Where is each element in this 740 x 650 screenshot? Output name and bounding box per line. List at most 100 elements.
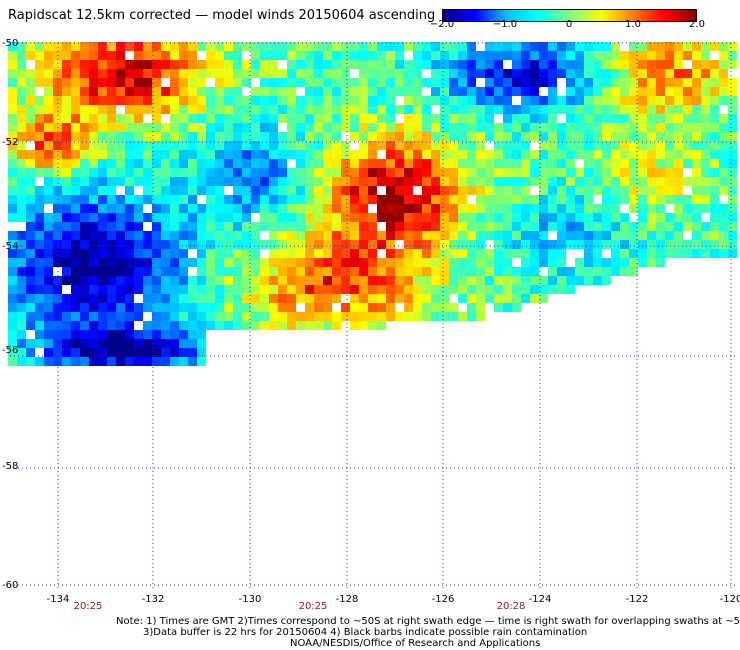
swath-cell [287,186,296,195]
swath-cell [548,114,557,123]
swath-cell [125,276,134,285]
swath-cell [656,258,665,267]
swath-cell [512,294,521,303]
swath-cell [611,87,620,96]
swath-cell [386,177,395,186]
swath-cell [332,96,341,105]
swath-cell [98,285,107,294]
swath-cell [440,60,449,69]
swath-cell [611,123,620,132]
swath-cell [359,240,368,249]
swath-cell [125,132,134,141]
swath-cell [8,159,17,168]
swath-cell [179,132,188,141]
swath-cell [440,213,449,222]
swath-cell [728,105,737,114]
swath-cell [179,87,188,96]
swath-cell [719,123,728,132]
swath-cell [449,294,458,303]
swath-cell [206,294,215,303]
swath-cell [215,96,224,105]
swath-cell [251,222,260,231]
swath-cell [8,231,17,240]
swath-cell [53,96,62,105]
swath-cell [350,222,359,231]
swath-cell [476,123,485,132]
swath-cell [575,177,584,186]
swath-cell [611,186,620,195]
swath-cell [278,177,287,186]
swath-cell [323,276,332,285]
swath-cell [431,213,440,222]
swath-cell [485,60,494,69]
swath-cell [125,267,134,276]
swath-cell [728,195,737,204]
swath-cell [638,150,647,159]
swath-cell [368,51,377,60]
swath-cell [224,69,233,78]
swath-cell [665,78,674,87]
swath-cell [719,177,728,186]
swath-cell [413,69,422,78]
swath-cell [494,42,503,51]
swath-cell [179,276,188,285]
swath-cell [440,78,449,87]
swath-cell [206,303,215,312]
swath-cell [251,132,260,141]
swath-cell [710,186,719,195]
swath-cell [134,114,143,123]
swath-cell [620,249,629,258]
swath-cell [224,132,233,141]
swath-cell [161,96,170,105]
swath-cell [476,222,485,231]
swath-cell [35,213,44,222]
swath-cell [80,222,89,231]
swath-cell [71,312,80,321]
swath-cell [440,303,449,312]
swath-cell [80,303,89,312]
swath-cell [62,312,71,321]
swath-cell [161,69,170,78]
swath-cell [107,177,116,186]
swath-cell [620,258,629,267]
swath-cell [197,312,206,321]
swath-cell [26,150,35,159]
swath-cell [170,87,179,96]
swath-cell [323,294,332,303]
swath-cell [161,204,170,213]
swath-cell [44,357,53,366]
swath-cell [647,114,656,123]
swath-cell [485,177,494,186]
swath-cell [17,285,26,294]
swath-cell [53,42,62,51]
swath-cell [242,249,251,258]
swath-cell [98,69,107,78]
swath-cell [674,213,683,222]
swath-cell [197,303,206,312]
swath-cell [575,267,584,276]
swath-cell [314,105,323,114]
swath-cell [458,240,467,249]
swath-cell [413,276,422,285]
swath-cell [503,51,512,60]
swath-cell [440,168,449,177]
swath-cell [332,321,341,330]
swath-cell [44,231,53,240]
swath-cell [251,96,260,105]
swath-cell [98,231,107,240]
swath-cell [35,348,44,357]
swath-cell [161,285,170,294]
swath-cell [719,168,728,177]
swath-cell [422,141,431,150]
swath-cell [530,96,539,105]
swath-cell [701,96,710,105]
swath-cell [80,213,89,222]
swath-cell [287,321,296,330]
swath-cell [188,213,197,222]
swath-cell [431,60,440,69]
swath-cell [413,213,422,222]
swath-cell [332,177,341,186]
swath-cell [206,249,215,258]
swath-cell [296,222,305,231]
swath-cell [53,258,62,267]
